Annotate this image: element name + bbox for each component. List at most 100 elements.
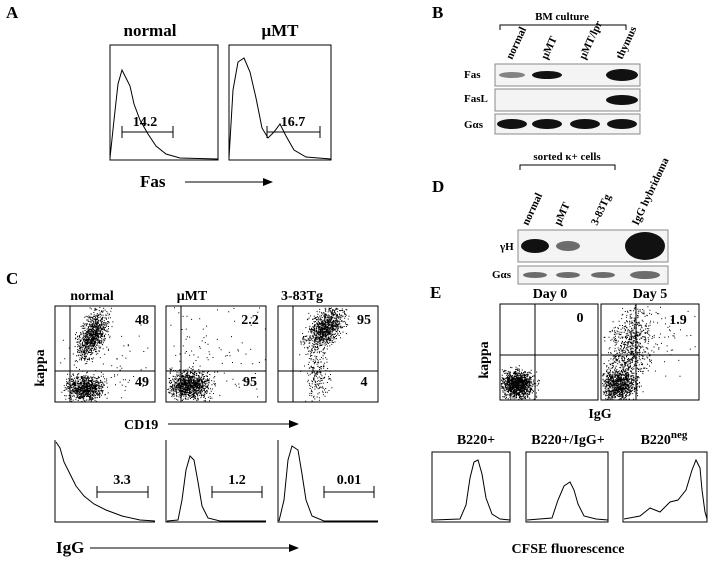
lane-label: IgG hybridoma bbox=[630, 156, 672, 228]
histogram bbox=[432, 459, 511, 521]
plot-title: μMT bbox=[177, 289, 208, 304]
band bbox=[532, 119, 562, 129]
lane-label: 3-83Tg bbox=[589, 192, 614, 227]
quadrant-value: 4 bbox=[361, 375, 368, 390]
dot-cloud bbox=[602, 305, 658, 400]
gate-value: 1.2 bbox=[228, 473, 246, 488]
hist-title: B220+/IgG+ bbox=[531, 433, 605, 448]
histogram bbox=[526, 481, 609, 521]
gel bbox=[494, 88, 641, 112]
band bbox=[556, 272, 580, 278]
histogram bbox=[228, 57, 332, 160]
hist-title-sup: neg bbox=[671, 429, 688, 441]
bracket-label: BM culture bbox=[535, 11, 589, 23]
plot-title: normal bbox=[70, 289, 114, 304]
quadrant-value: 95 bbox=[357, 313, 371, 328]
band bbox=[523, 272, 547, 278]
dot-cloud bbox=[167, 366, 216, 402]
panel-letter: A bbox=[6, 3, 19, 22]
quadrant-value: 1.9 bbox=[669, 313, 687, 328]
plot-title: Day 5 bbox=[633, 287, 668, 302]
plot-title: Day 0 bbox=[533, 287, 568, 302]
band bbox=[497, 119, 527, 129]
plot-frame bbox=[277, 305, 379, 403]
panel-b: B BM culture normal μMT μMT/lpr thymus F… bbox=[432, 3, 641, 135]
histogram bbox=[55, 441, 156, 522]
dot-cloud bbox=[501, 365, 540, 400]
axis-label: Fas bbox=[140, 172, 166, 191]
gate-value: 14.2 bbox=[133, 115, 158, 130]
quadrant-value: 48 bbox=[135, 313, 149, 328]
panel-e: E Day 0 Day 5 0 1.9 kappa IgG B220+ B220… bbox=[430, 283, 708, 557]
gate bbox=[96, 486, 149, 498]
histogram bbox=[278, 445, 378, 522]
band bbox=[521, 239, 549, 253]
gel bbox=[494, 63, 641, 87]
histogram bbox=[109, 68, 219, 160]
dot-cloud bbox=[602, 360, 645, 400]
gate bbox=[211, 486, 263, 498]
band bbox=[606, 95, 638, 105]
hist-title: B220neg bbox=[641, 429, 688, 448]
band bbox=[606, 69, 638, 81]
dot-cloud bbox=[299, 307, 350, 365]
hist-title-base: B220 bbox=[641, 433, 671, 448]
band bbox=[532, 71, 562, 79]
dot-cloud bbox=[72, 307, 114, 370]
band bbox=[607, 119, 637, 129]
band bbox=[570, 119, 600, 129]
quadrant bbox=[500, 304, 699, 400]
plot-title: μMT bbox=[261, 21, 299, 40]
row-label: Fas bbox=[464, 69, 481, 81]
quadrant-value: 2.2 bbox=[241, 313, 259, 328]
histogram bbox=[623, 458, 708, 520]
plot-frame bbox=[109, 44, 219, 161]
lane-label: normal bbox=[520, 191, 545, 227]
gate bbox=[323, 486, 375, 498]
gate-value: 16.7 bbox=[281, 115, 306, 130]
band bbox=[499, 72, 525, 78]
panel-c: C normal μMT 3-83Tg 48 49 2.2 95 95 4 ka… bbox=[6, 269, 379, 557]
axis-label: CD19 bbox=[124, 418, 158, 433]
band bbox=[556, 241, 580, 251]
quadrant-value: 49 bbox=[135, 375, 149, 390]
band bbox=[591, 272, 615, 278]
axis-label: IgG bbox=[56, 538, 84, 557]
quadrant-value: 95 bbox=[243, 375, 257, 390]
gate-value: 3.3 bbox=[113, 473, 131, 488]
plot-frame bbox=[228, 44, 332, 161]
panel-letter: E bbox=[430, 283, 441, 302]
dot-cloud bbox=[300, 344, 333, 402]
quadrant bbox=[55, 306, 378, 402]
band bbox=[625, 232, 665, 260]
row-label: Gαs bbox=[492, 269, 512, 281]
gate-value: 0.01 bbox=[337, 473, 362, 488]
dot-cloud bbox=[61, 371, 109, 402]
gate bbox=[266, 126, 321, 138]
plot-frame bbox=[499, 303, 599, 401]
plot-frame bbox=[431, 451, 511, 523]
bracket-label: sorted κ+ cells bbox=[533, 151, 601, 163]
bracket bbox=[519, 164, 616, 170]
row-label: γH bbox=[499, 241, 514, 253]
lane-label: μMT bbox=[552, 200, 573, 227]
plot-title: normal bbox=[124, 21, 177, 40]
band bbox=[630, 271, 660, 279]
plot-title: 3-83Tg bbox=[281, 289, 323, 304]
plot-frame bbox=[54, 305, 156, 403]
plot-frame bbox=[165, 305, 267, 403]
panel-a: A normal μMT 14.2 16.7 Fas bbox=[6, 3, 332, 191]
panel-letter: D bbox=[432, 177, 444, 196]
plot-frame bbox=[600, 303, 700, 401]
panel-letter: B bbox=[432, 3, 443, 22]
hist-title: B220+ bbox=[457, 433, 495, 448]
row-label: FasL bbox=[464, 93, 488, 105]
axis-label: kappa bbox=[33, 349, 48, 386]
row-label: Gαs bbox=[464, 119, 484, 131]
lane-label: normal bbox=[504, 25, 529, 61]
gel bbox=[494, 113, 641, 135]
panel-letter: C bbox=[6, 269, 18, 288]
axis-label: kappa bbox=[477, 341, 492, 378]
lane-label: thymus bbox=[614, 24, 640, 61]
